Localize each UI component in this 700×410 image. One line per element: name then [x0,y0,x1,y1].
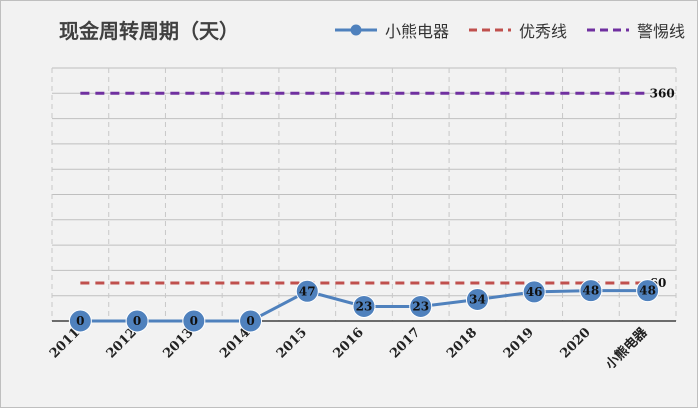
legend-item-series-2: 警惕线 [585,18,685,42]
data-label: 0 [133,314,141,328]
data-point [522,280,546,304]
legend-item-series-1: 优秀线 [467,18,567,42]
x-tick-label: 2015 [274,325,310,361]
data-point [579,279,603,303]
data-point [295,279,319,303]
data-label: 48 [583,284,600,298]
data-point [465,287,489,311]
x-tick-label: 2016 [331,325,367,361]
data-point [636,279,660,303]
data-label: 46 [526,285,543,299]
chart-title: 现金周转周期（天） [59,19,239,43]
data-label: 0 [76,314,84,328]
series-end-label-2: 360 [650,86,675,100]
legend-swatch-series-2 [586,28,629,32]
legend-label-series-0: 小熊电器 [384,22,449,41]
legend-swatch-series-0 [334,24,377,36]
x-tick-label: 小熊电器 [602,324,651,373]
data-label: 23 [356,299,373,313]
data-point [125,309,149,333]
data-label: 0 [190,314,198,328]
x-tick-label: 2020 [558,325,594,361]
legend-label-series-2: 警惕线 [636,22,685,41]
legend-item-series-0: 小熊电器 [333,18,449,42]
data-label: 47 [299,284,316,298]
x-tick-label: 2017 [387,325,423,361]
x-tick-label: 2018 [444,325,480,361]
data-point [352,294,376,318]
data-label: 48 [639,284,656,298]
data-label: 0 [246,314,254,328]
legend-swatch-series-1 [468,28,511,32]
data-point [409,294,433,318]
legend-label-series-1: 优秀线 [518,22,567,41]
data-point [182,309,206,333]
data-point [68,309,92,333]
data-label: 34 [469,292,486,306]
chart-legend: 小熊电器 优秀线 警惕线 [333,18,685,42]
data-label: 23 [412,299,429,313]
data-point [239,309,263,333]
x-tick-label: 2019 [501,325,537,361]
